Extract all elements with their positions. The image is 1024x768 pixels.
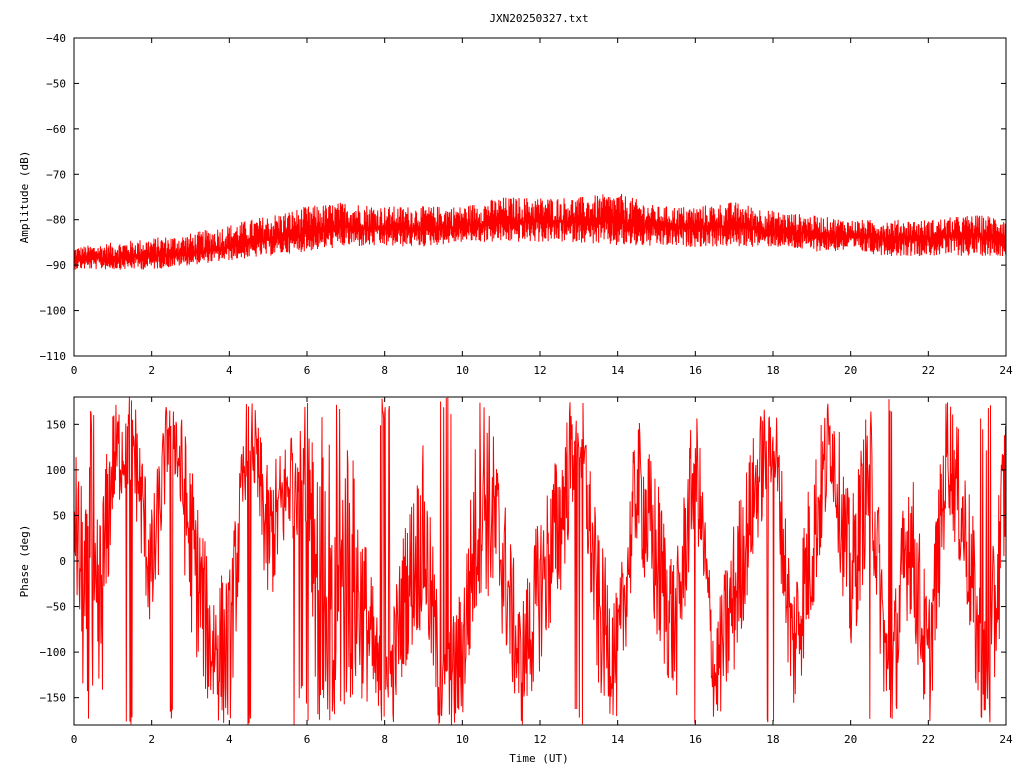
amplitude-x-tick-label: 14 (611, 364, 625, 377)
phase-x-tick-label: 18 (766, 733, 779, 746)
amplitude-x-tick-label: 6 (304, 364, 311, 377)
phase-x-tick-label: 8 (381, 733, 388, 746)
phase-ticks: 0 2 4 6 8 10 12 14 16 18 20 22 24150100500−50−100−15… (40, 397, 1013, 746)
phase-y-tick-label: −50 (46, 601, 66, 614)
chart-title: JXN20250327.txt (489, 12, 588, 25)
phase-y-axis-label: Phase (deg) (18, 525, 31, 598)
phase-y-tick-label: −150 (40, 692, 67, 705)
phase-x-tick-label: 20 (844, 733, 857, 746)
amplitude-y-tick-label: −70 (46, 168, 66, 181)
amplitude-y-tick-label: −100 (40, 305, 67, 318)
phase-y-tick-label: 50 (53, 509, 66, 522)
amplitude-trace (73, 193, 1007, 270)
amplitude-panel: 0 2 4 6 8 10 12 14 16 18 20 22 24−40−50−60−70−80−90−… (18, 32, 1013, 377)
phase-y-tick-label: 100 (46, 464, 66, 477)
phase-trace (73, 397, 1007, 725)
amplitude-x-tick-label: 8 (381, 364, 388, 377)
amplitude-x-tick-label: 20 (844, 364, 857, 377)
phase-series-line (73, 397, 1007, 725)
amplitude-y-tick-label: −110 (40, 350, 67, 363)
amplitude-ticks: 0 2 4 6 8 10 12 14 16 18 20 22 24−40−50−60−70−80−90−… (40, 32, 1013, 377)
amplitude-series-line (73, 193, 1007, 270)
amplitude-y-tick-label: −40 (46, 32, 66, 45)
amplitude-y-tick-label: −80 (46, 214, 66, 227)
phase-x-tick-label: 4 (226, 733, 233, 746)
phase-x-tick-label: 0 (71, 733, 78, 746)
phase-x-tick-label: 6 (304, 733, 311, 746)
amplitude-y-tick-label: −90 (46, 259, 66, 272)
amplitude-y-tick-label: −60 (46, 123, 66, 136)
phase-x-tick-label: 22 (922, 733, 935, 746)
amplitude-x-tick-label: 16 (689, 364, 702, 377)
amplitude-x-tick-label: 0 (71, 364, 78, 377)
amplitude-y-axis-label: Amplitude (dB) (18, 151, 31, 244)
phase-y-tick-label: −100 (40, 646, 67, 659)
amplitude-x-tick-label: 4 (226, 364, 233, 377)
amplitude-y-tick-label: −50 (46, 77, 66, 90)
phase-y-tick-label: 0 (59, 555, 66, 568)
phase-x-tick-label: 2 (148, 733, 155, 746)
phase-x-axis-label: Time (UT) (509, 752, 569, 765)
amplitude-x-tick-label: 2 (148, 364, 155, 377)
phase-panel: 0 2 4 6 8 10 12 14 16 18 20 22 24150100500−50−100−15… (18, 396, 1013, 765)
amplitude-x-tick-label: 12 (533, 364, 546, 377)
phase-y-tick-label: 150 (46, 418, 66, 431)
phase-x-tick-label: 24 (999, 733, 1013, 746)
phase-x-tick-label: 14 (611, 733, 625, 746)
amplitude-x-tick-label: 18 (766, 364, 779, 377)
amplitude-x-tick-label: 24 (999, 364, 1013, 377)
amplitude-x-tick-label: 22 (922, 364, 935, 377)
amplitude-plot-border (73, 37, 1007, 357)
phase-x-tick-label: 10 (456, 733, 469, 746)
phase-x-tick-label: 16 (689, 733, 702, 746)
phase-x-tick-label: 12 (533, 733, 546, 746)
amplitude-x-tick-label: 10 (456, 364, 469, 377)
